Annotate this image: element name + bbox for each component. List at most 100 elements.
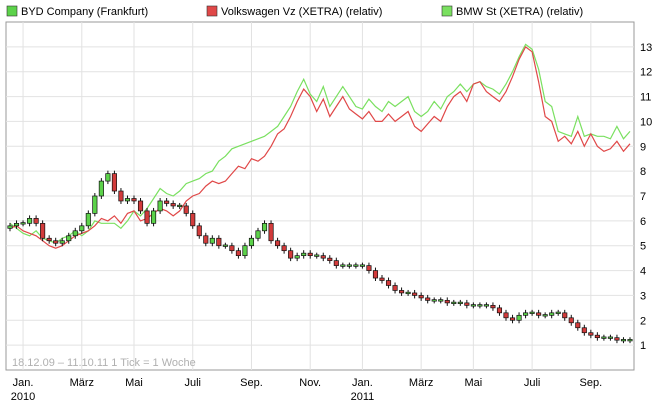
- candle: [503, 312, 509, 319]
- y-tick-label: 13: [640, 42, 652, 54]
- candle: [614, 337, 620, 341]
- x-tick-label: Sep.: [240, 377, 263, 389]
- candle: [399, 290, 405, 294]
- candle: [496, 307, 503, 314]
- candle: [131, 198, 137, 202]
- legend-label-byd: BYD Company (Frankfurt): [21, 6, 148, 18]
- x-axis-labels: Jan. 2010 März Mai Juli Sep. Nov. Jan. 2011 März M…: [11, 377, 602, 403]
- candle: [562, 312, 568, 319]
- candle: [196, 225, 202, 237]
- candle: [118, 190, 124, 202]
- candle: [464, 302, 470, 306]
- y-tick-label: 8: [640, 166, 646, 178]
- candle: [13, 222, 20, 227]
- candle: [549, 312, 555, 316]
- candle: [281, 245, 287, 252]
- candle: [216, 237, 222, 247]
- candle: [190, 213, 196, 227]
- candle: [470, 304, 476, 307]
- relative-lines: [9, 43, 631, 249]
- candle: [320, 255, 326, 259]
- legend-swatch-byd: [6, 5, 18, 17]
- candle: [425, 297, 431, 301]
- candle: [457, 301, 463, 304]
- candle: [203, 235, 209, 244]
- candle: [314, 254, 320, 257]
- candle: [418, 295, 424, 299]
- candle: [242, 245, 248, 257]
- candle: [40, 222, 46, 239]
- y-tick-label: 6: [640, 216, 646, 228]
- candle: [7, 225, 13, 229]
- candle: [607, 336, 613, 339]
- candle: [209, 237, 215, 244]
- candle: [92, 195, 98, 214]
- legend-label-bmw: BMW St (XETRA) (relativ): [456, 6, 583, 18]
- candle: [372, 270, 379, 279]
- legend: BYD Company (Frankfurt) Volkswagen Vz (X…: [6, 5, 583, 18]
- candle: [542, 314, 548, 317]
- x-tick-label: Juli: [524, 377, 541, 389]
- candle: [72, 230, 78, 237]
- candle: [620, 339, 627, 342]
- candle: [379, 277, 385, 281]
- y-tick-label: 11: [640, 92, 651, 104]
- candle: [340, 264, 346, 267]
- candle: [529, 311, 535, 314]
- x-tick-label: Mai: [125, 377, 143, 389]
- candle: [177, 204, 183, 208]
- candle: [333, 260, 339, 266]
- candle: [79, 225, 85, 232]
- candle: [255, 230, 261, 239]
- y-tick-label: 10: [640, 116, 652, 128]
- x-tick-label: Nov.: [299, 377, 321, 389]
- x-tick-label: Mai: [465, 377, 483, 389]
- candle: [46, 237, 52, 242]
- candle: [483, 304, 489, 307]
- candle: [170, 203, 176, 207]
- candle: [575, 322, 581, 329]
- y-tick-label: 5: [640, 241, 646, 253]
- candle: [568, 317, 574, 324]
- candle: [555, 311, 561, 314]
- candle: [509, 317, 516, 321]
- candle: [98, 180, 104, 197]
- candle: [66, 235, 72, 242]
- candle: [385, 280, 392, 286]
- candle: [536, 312, 542, 316]
- candle: [261, 222, 268, 232]
- candle: [157, 200, 163, 212]
- candle: [151, 210, 157, 224]
- candle: [301, 252, 307, 257]
- candle: [412, 292, 418, 296]
- candle: [307, 252, 313, 257]
- candle: [33, 218, 39, 224]
- footnote: 18.12.09 – 11.10.11 1 Tick = 1 Woche: [12, 357, 196, 369]
- candle: [594, 334, 600, 339]
- candle: [275, 240, 281, 247]
- x-tick-label: Sep.: [580, 377, 603, 389]
- candle: [235, 250, 241, 257]
- y-tick-label: 2: [640, 315, 646, 327]
- candle: [124, 198, 131, 202]
- candle: [451, 301, 457, 304]
- y-tick-label: 3: [640, 290, 646, 302]
- candle: [516, 314, 522, 321]
- x-tick-label: Jan.: [352, 377, 373, 389]
- candle: [85, 213, 91, 227]
- candle: [353, 264, 359, 267]
- y-tick-label: 12: [640, 67, 652, 79]
- candle: [294, 255, 300, 259]
- x-tick-label: März: [70, 377, 94, 389]
- candle: [444, 300, 450, 304]
- legend-swatch-vw: [206, 5, 218, 17]
- y-tick-label: 4: [640, 266, 646, 278]
- candle: [105, 173, 111, 182]
- candle: [229, 245, 235, 252]
- grid: [6, 22, 634, 370]
- x-tick-label: März: [409, 377, 433, 389]
- candle: [581, 327, 587, 334]
- y-tick-label: 7: [640, 191, 646, 203]
